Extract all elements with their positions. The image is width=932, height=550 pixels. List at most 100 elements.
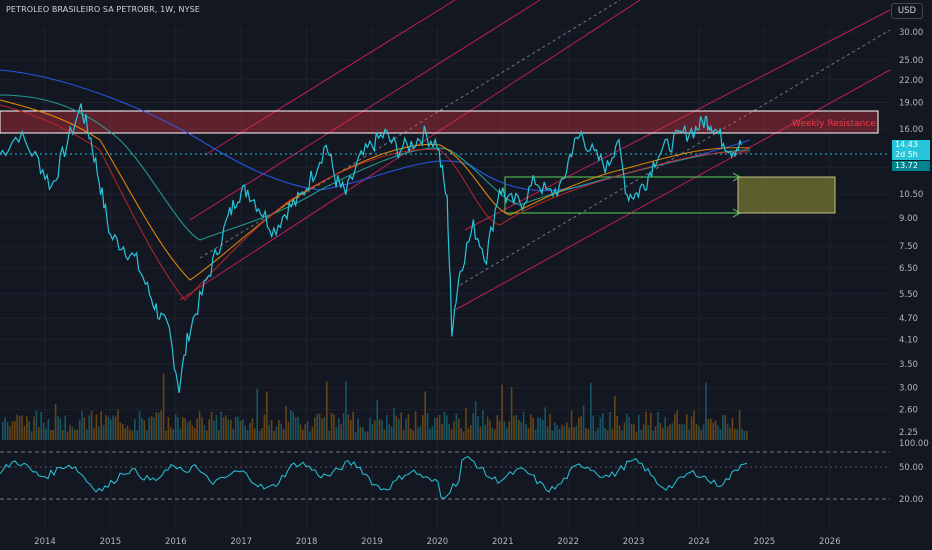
volume-bar <box>78 419 81 440</box>
currency-button[interactable]: USD <box>891 3 923 19</box>
price-tick-label: 10.50 <box>899 190 923 200</box>
volume-bar <box>647 425 650 440</box>
volume-bar <box>678 424 681 440</box>
volume-bar <box>50 429 52 440</box>
price-axis[interactable]: 30.0025.0022.0019.0016.0012.5010.509.007… <box>899 28 923 438</box>
volume-bar <box>602 413 604 440</box>
volume-bar <box>256 388 258 440</box>
volume-bar <box>412 430 414 440</box>
volume-bar <box>554 422 556 440</box>
volume-bar <box>35 410 38 440</box>
volume-bar <box>150 416 153 440</box>
volume-bar <box>273 430 275 440</box>
volume-bar <box>650 412 652 440</box>
volume-bar <box>494 429 496 440</box>
time-tick-label: 2024 <box>688 537 710 547</box>
volume-bar <box>542 420 544 440</box>
price-tick-label: 4.10 <box>899 335 918 345</box>
volume-bar <box>141 418 143 440</box>
rsi-line <box>0 456 748 500</box>
moving-averages <box>0 69 751 301</box>
volume-bar <box>671 423 674 440</box>
volume-bar <box>652 430 654 440</box>
volume-bar <box>261 428 263 440</box>
volume-bar <box>434 418 436 440</box>
volume-bar <box>222 417 225 440</box>
volume-bar <box>544 407 546 440</box>
volume-bar <box>453 421 455 440</box>
volume-bar <box>290 410 292 440</box>
volume-bar <box>232 428 234 440</box>
volume-bar <box>208 419 210 440</box>
volume-bar <box>146 430 148 440</box>
volume-bar <box>258 431 261 440</box>
volume-bar <box>364 431 366 440</box>
volume-bar <box>153 417 155 440</box>
volume-bar <box>249 423 251 440</box>
volume-bar <box>482 410 484 440</box>
volume-bar <box>491 427 494 440</box>
volume-bar <box>376 399 378 440</box>
price-tick-label: 19.00 <box>899 99 923 109</box>
volume-bar <box>664 417 666 440</box>
volume-bar <box>654 426 657 440</box>
volume-bar <box>722 415 724 440</box>
volume-bar <box>129 429 131 440</box>
volume-bar <box>304 424 306 440</box>
volume-bar <box>460 428 462 440</box>
volume-bar <box>587 428 590 440</box>
time-axis[interactable]: 2014 2015 2016 2017 2018 2019 2020 2021 2022 2023… <box>34 537 840 547</box>
volume-bar <box>124 428 126 440</box>
regression-channel <box>179 0 891 311</box>
target-box[interactable] <box>737 176 836 214</box>
time-tick-label: 2014 <box>34 537 56 547</box>
volume-bar <box>532 417 534 440</box>
volume-bar <box>357 418 359 440</box>
volume-bar <box>297 417 299 440</box>
volume-bar <box>698 425 700 440</box>
volume-bar <box>131 430 134 440</box>
volume-bar <box>724 414 726 440</box>
volume-bar <box>33 416 35 440</box>
volume-bar <box>338 418 340 440</box>
volume-bar <box>621 430 623 440</box>
price-tick-label: 9.00 <box>899 214 918 224</box>
weekly-resistance-zone[interactable] <box>0 110 879 134</box>
volume-bar <box>266 391 268 440</box>
volume-bar <box>714 420 717 440</box>
volume-bar <box>388 424 390 440</box>
volume-bar <box>335 427 338 440</box>
volume-bar <box>105 415 107 440</box>
countdown-tag: 2d 5h <box>892 150 930 160</box>
volume-bar <box>9 426 11 440</box>
volume-bar <box>66 431 69 440</box>
volume-bar <box>582 405 585 440</box>
volume-bar <box>102 425 105 440</box>
volume-bar <box>717 425 719 440</box>
volume-bar <box>74 429 76 440</box>
volume-bar <box>57 415 59 440</box>
volume-bar <box>42 422 45 440</box>
volume-bar <box>254 428 256 440</box>
volume-bar <box>462 431 465 440</box>
volume-bar <box>167 417 170 440</box>
volume-bar <box>189 420 191 440</box>
volume-bar <box>681 424 683 440</box>
volume-bar <box>645 411 647 440</box>
volume-bar <box>309 431 311 440</box>
volume-bar <box>198 411 201 440</box>
time-tick-label: 2022 <box>557 537 579 547</box>
volume-bar <box>23 425 26 440</box>
range-projection[interactable] <box>504 172 742 218</box>
volume-bar <box>354 431 357 440</box>
volume-bar <box>76 429 78 440</box>
volume-bar <box>472 413 474 440</box>
volume-bar <box>287 421 290 440</box>
volume-bar <box>741 428 743 440</box>
volume-bar <box>414 411 417 440</box>
volume-bar <box>81 411 83 440</box>
volume-bar <box>484 424 486 440</box>
volume-bar <box>561 424 563 440</box>
chart-title: PETROLEO BRASILEIRO SA PETROBR, 1W, NYSE <box>6 5 200 14</box>
